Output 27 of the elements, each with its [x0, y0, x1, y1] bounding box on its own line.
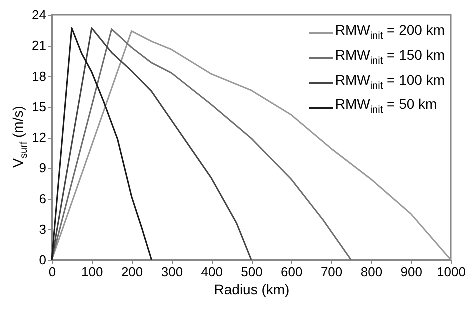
x-tick-label: 900	[400, 264, 422, 280]
x-tick-label: 300	[161, 264, 184, 280]
x-tick-label: 1000	[437, 264, 466, 280]
y-tick-label: 15	[32, 99, 46, 114]
y-tick-label: 6	[39, 191, 46, 206]
line-series	[51, 28, 152, 261]
y-tick-label: 12	[32, 130, 46, 145]
y-tick-label: 0	[39, 252, 46, 268]
y-tick-label: 21	[32, 38, 46, 54]
legend-label: RMW$_{init}$ = 150 km	[335, 46, 445, 69]
x-tick-label: 400	[201, 264, 223, 280]
legend-label: RMW$_{init}$ = 100 km	[335, 70, 445, 94]
y-tick-label: 3	[39, 222, 46, 237]
x-axis-title: Radius (km)	[214, 282, 290, 298]
y-tick-label: 18	[32, 68, 46, 84]
x-tick-label: 100	[82, 264, 104, 280]
x-tick-label: 200	[121, 264, 144, 280]
line-series	[51, 28, 252, 261]
y-tick-label: 9	[39, 160, 46, 176]
x-tick-label: 0	[48, 264, 56, 280]
legend-label: RMW$_{init}$ = 200 km	[335, 21, 445, 44]
x-tick-label: 500	[241, 264, 263, 280]
x-tick-label: 800	[360, 264, 383, 280]
legend-label: RMW$_{init}$ = 50 km	[335, 95, 438, 118]
x-tick-label: 600	[281, 264, 303, 280]
y-tick-label: 24	[32, 8, 46, 22]
x-tick-label: 700	[320, 264, 343, 280]
